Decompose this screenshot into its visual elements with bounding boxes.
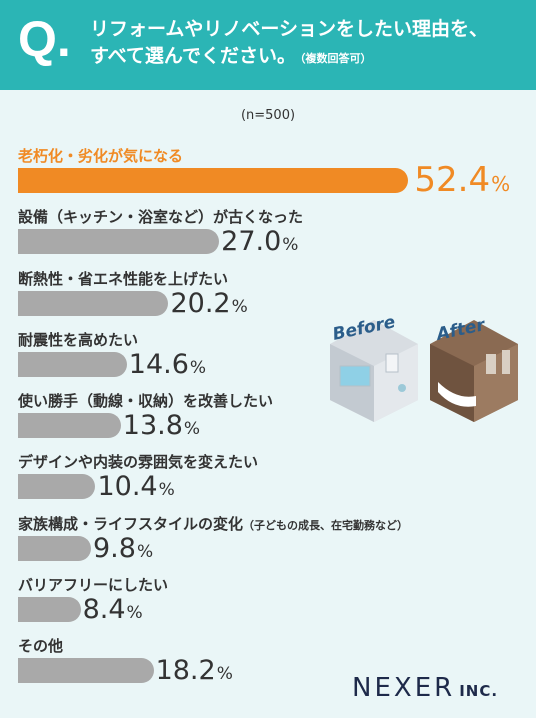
question-mark-label: Q. (18, 11, 71, 67)
value-unit: % (231, 296, 248, 317)
value-label: 9.8% (93, 535, 153, 562)
logo-main: NEXER (352, 673, 456, 703)
value-number: 14.6 (128, 348, 189, 380)
category-label-text: 老朽化・劣化が気になる (18, 147, 184, 165)
category-label: 家族構成・ライフスタイルの変化（子どもの成長、在宅勤務など） (18, 513, 408, 534)
question-line-2: すべて選んでください。 （複数回答可） (90, 42, 488, 73)
value-number: 20.2 (170, 287, 231, 319)
category-label-text: その他 (18, 637, 64, 655)
before-room-icon (330, 320, 418, 422)
category-label-text: 耐震性を高めたい (18, 330, 139, 349)
value-unit: % (491, 172, 511, 196)
bar (18, 535, 91, 561)
after-room-icon (430, 320, 518, 422)
bar (18, 658, 154, 683)
question-line-2-text: すべて選んでください。 (90, 45, 296, 67)
logo-inc: INC. (459, 682, 499, 700)
nexer-logo: NEXER INC. (352, 673, 498, 703)
bar (18, 413, 121, 438)
question-note: （複数回答可） (299, 52, 372, 65)
value-label: 13.8% (123, 412, 200, 439)
value-number: 13.8 (122, 410, 183, 441)
value-unit: % (136, 541, 154, 562)
category-label: 使い勝手（動線・収納）を改善したい (18, 390, 273, 411)
value-label: 18.2% (156, 657, 233, 684)
category-label-text: 設備（キッチン・浴室など）が古くなった (18, 208, 304, 227)
value-label: 20.2% (170, 290, 247, 317)
value-label: 27.0% (221, 228, 298, 255)
bar (18, 474, 96, 500)
category-label-text: バリアフリーにしたい (18, 575, 169, 594)
category-label-text: 使い勝手（動線・収納）を改善したい (18, 392, 274, 410)
value-unit: % (189, 357, 207, 378)
value-unit: % (183, 419, 201, 439)
category-label: その他 (18, 635, 63, 656)
value-number: 10.4 (97, 471, 158, 503)
value-label: 52.4% (414, 163, 510, 197)
value-number: 9.8 (93, 532, 136, 564)
value-number: 27.0 (221, 226, 282, 258)
question-header: Q. リフォームやリノベーションをしたい理由を、 すべて選んでください。 （複数回… (0, 0, 536, 90)
value-label: 8.4% (83, 596, 143, 623)
category-label: デザインや内装の雰囲気を変えたい (18, 451, 258, 472)
value-label: 14.6% (129, 351, 206, 378)
value-number: 8.4 (82, 593, 126, 625)
question-line-1: リフォームやリノベーションをしたい理由を、 (90, 18, 489, 40)
category-label: 設備（キッチン・浴室など）が古くなった (18, 206, 303, 227)
category-label: バリアフリーにしたい (18, 574, 168, 595)
bar (18, 290, 169, 316)
bar (18, 351, 127, 377)
bar (18, 168, 409, 193)
value-number: 52.4 (414, 160, 491, 200)
value-number: 18.2 (155, 655, 216, 686)
value-unit: % (282, 235, 299, 256)
category-note: （子どもの成長、在宅勤務など） (243, 518, 409, 532)
value-unit: % (158, 480, 175, 501)
bar (18, 596, 81, 622)
category-label-text: デザインや内装の雰囲気を変えたい (18, 453, 259, 472)
category-label-text: 断熱性・省エネ性能を上げたい (18, 269, 229, 288)
sample-size: (n=500) (240, 108, 296, 123)
value-label: 10.4% (97, 473, 174, 500)
value-unit: % (126, 602, 143, 623)
before-after-illustration: Before After (330, 312, 518, 422)
category-label: 耐震性を高めたい (18, 329, 138, 350)
question-text: リフォームやリノベーションをしたい理由を、 すべて選んでください。 （複数回答可） (90, 16, 488, 73)
bar (18, 229, 220, 255)
value-unit: % (216, 664, 233, 684)
category-label-text: 家族構成・ライフスタイルの変化 (18, 514, 244, 533)
category-label: 断熱性・省エネ性能を上げたい (18, 268, 228, 289)
category-label: 老朽化・劣化が気になる (18, 145, 183, 166)
